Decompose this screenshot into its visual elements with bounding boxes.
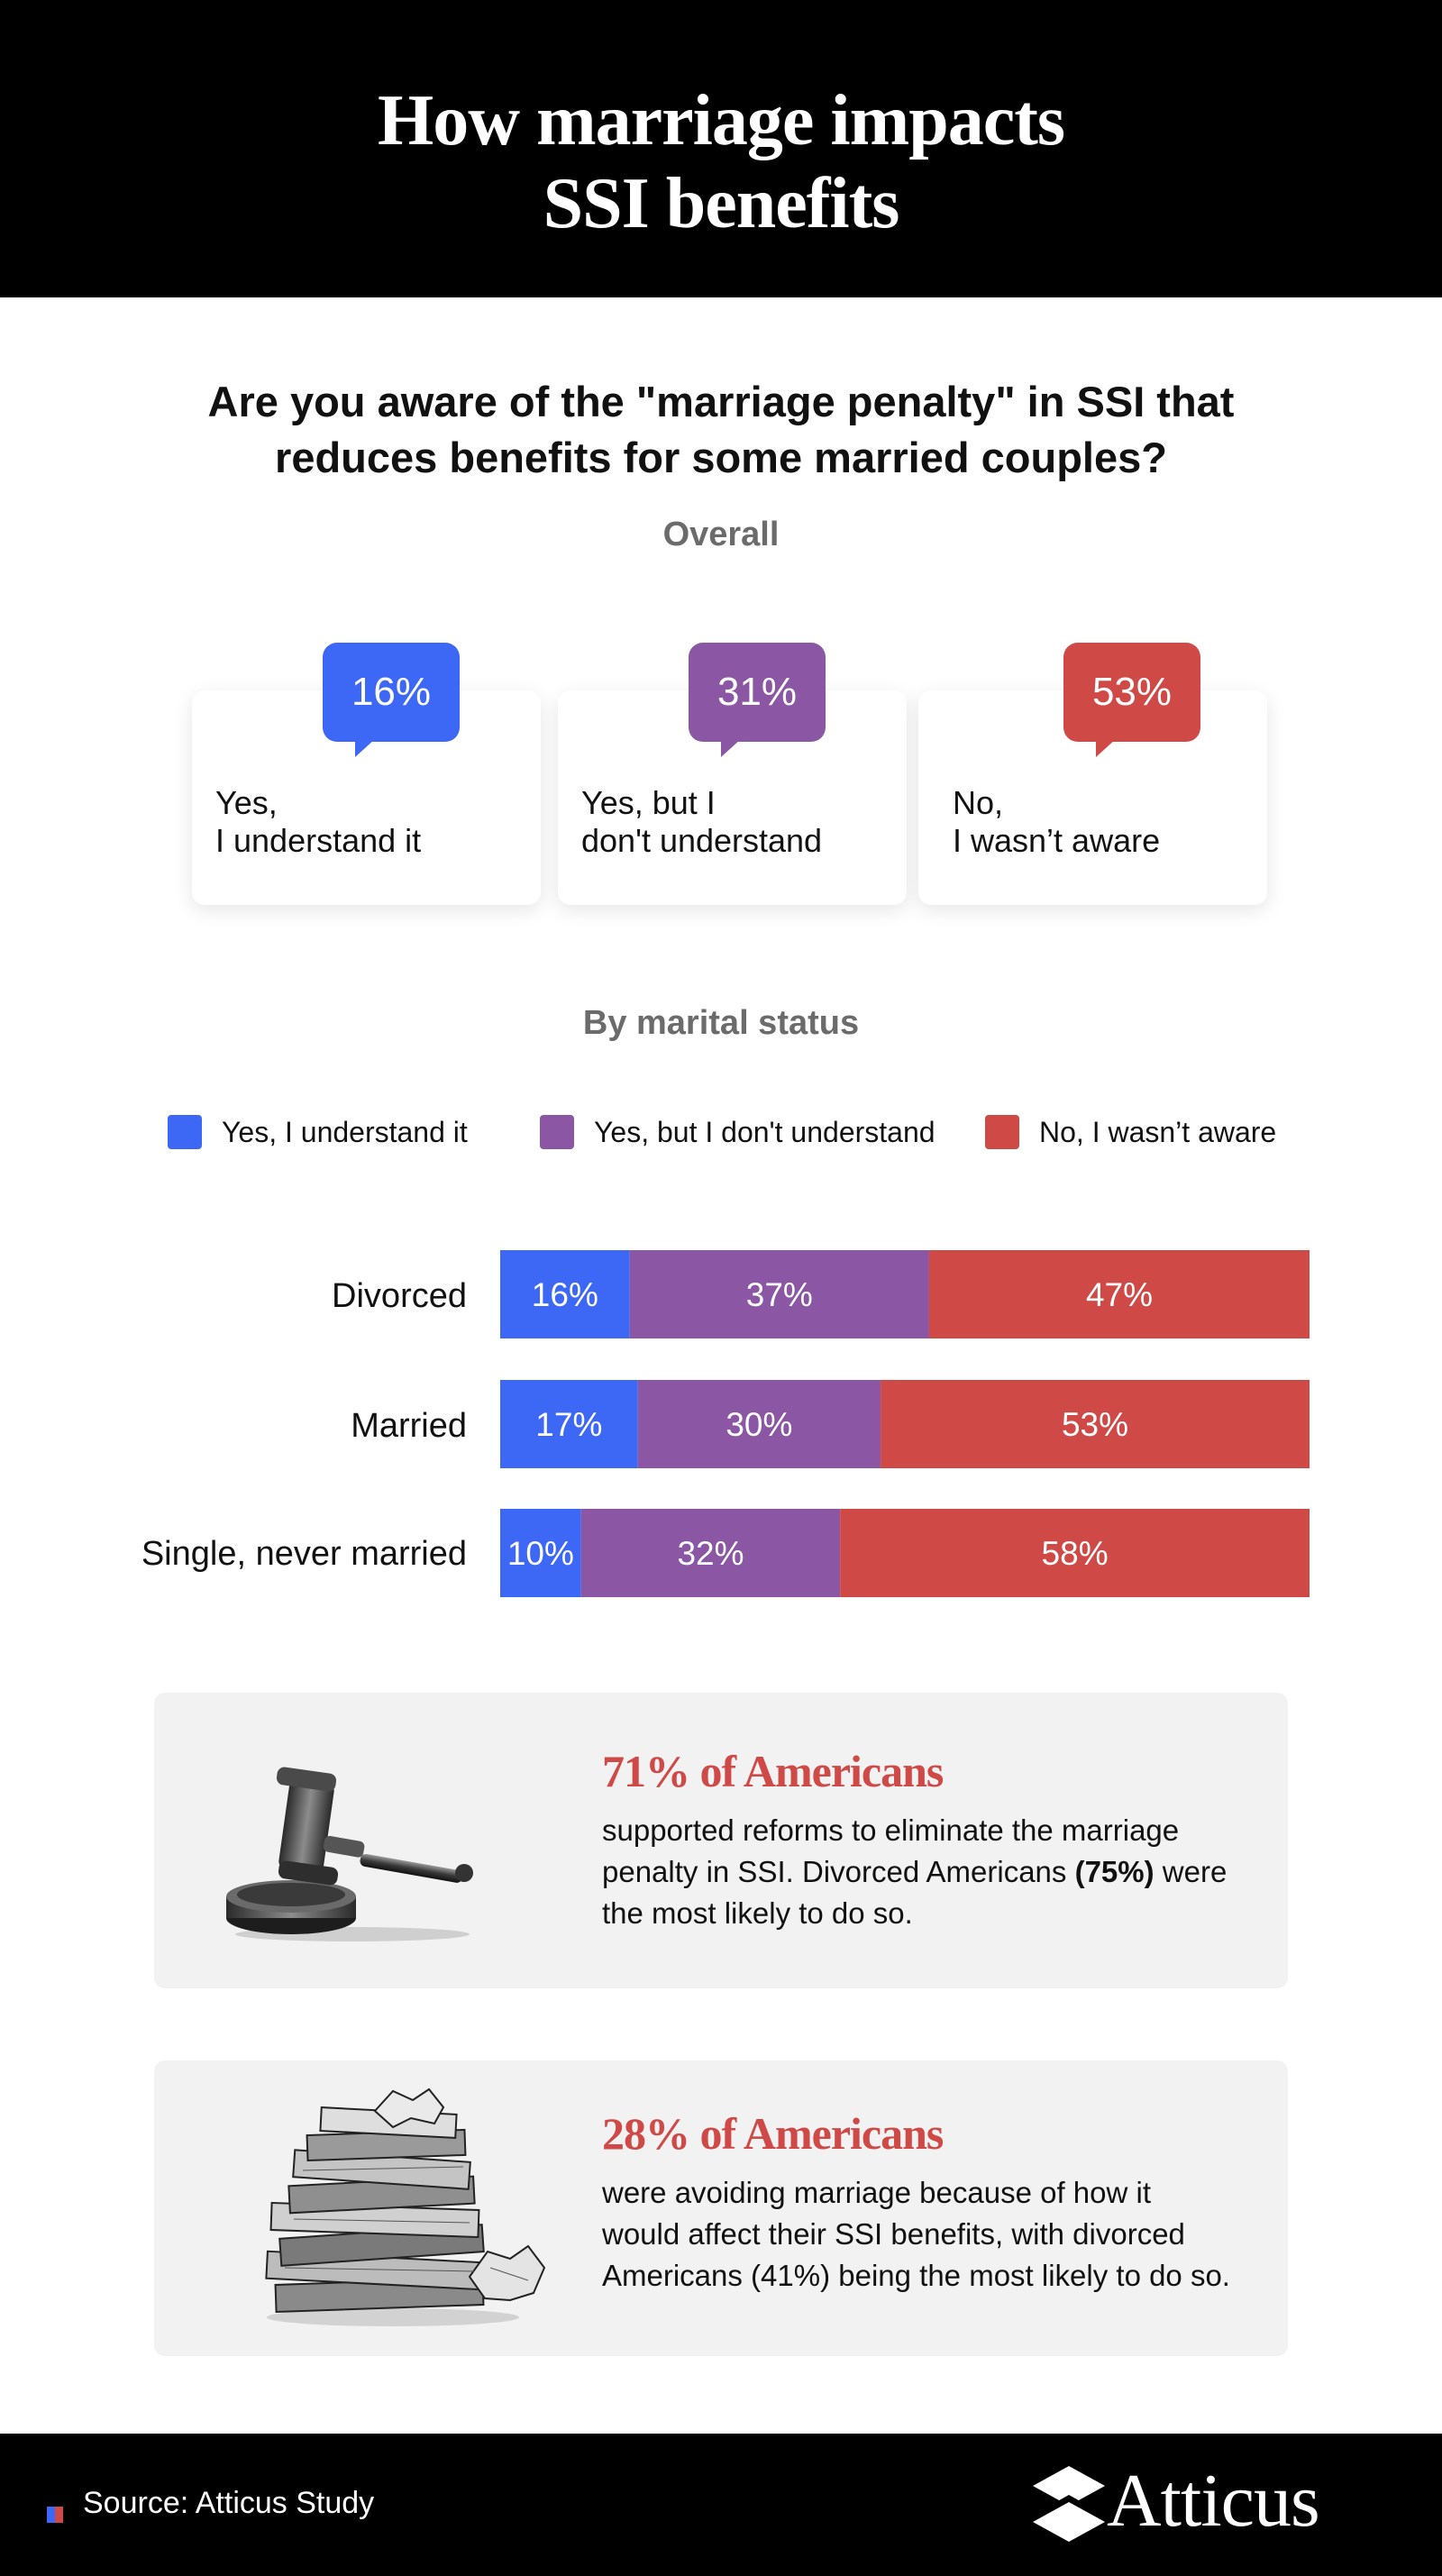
- page-title: How marriage impacts SSI benefits: [0, 79, 1442, 245]
- atticus-logo-text: Atticus: [1107, 2459, 1320, 2543]
- page-title-line-1: How marriage impacts: [377, 81, 1065, 160]
- bar-data-label: 17%: [535, 1406, 602, 1443]
- overall-card-text: Yes, I understand it: [215, 784, 531, 860]
- legend-item-yes-dont-understand: Yes, but I don't understand: [540, 1114, 935, 1150]
- overall-card-line1: Yes, but I: [581, 784, 716, 821]
- row-label-divorced: Divorced: [332, 1277, 467, 1315]
- overall-percent-bubble: 31%: [689, 643, 826, 742]
- row-label-married: Married: [351, 1407, 467, 1445]
- overall-card-yes-understand: Yes, I understand it: [192, 690, 541, 905]
- bar-data-label: 37%: [746, 1276, 813, 1313]
- legend-item-yes-understand: Yes, I understand it: [168, 1114, 468, 1150]
- bubble-tail: [355, 739, 375, 757]
- overall-card-text: Yes, but I don't understand: [581, 784, 897, 860]
- legend-item-not-aware: No, I wasn’t aware: [985, 1114, 1276, 1150]
- bar-segment-single-never-married-3: [840, 1509, 1310, 1597]
- bar-segment-single-never-married-2: [580, 1509, 841, 1597]
- header-banner: How marriage impacts SSI benefits: [0, 0, 1442, 297]
- marital-status-section-label: By marital status: [582, 1004, 860, 1042]
- fact-box-reform-support: 71% of Americans supported reforms to el…: [154, 1693, 1288, 1988]
- legend-label: Yes, but I don't understand: [594, 1115, 935, 1148]
- bar-segment-married-1: [500, 1380, 638, 1468]
- source-text: Source: Atticus Study: [83, 2486, 375, 2520]
- bar-data-label: 47%: [1086, 1276, 1153, 1313]
- overall-card-line2: I wasn’t aware: [953, 822, 1161, 859]
- legend-swatch: [985, 1115, 1019, 1149]
- bar-data-label: 10%: [507, 1535, 574, 1572]
- fact-body: were avoiding marriage because of how it…: [602, 2176, 1230, 2292]
- overall-card-line2: don't understand: [581, 822, 823, 859]
- overall-card-line1: No,: [953, 784, 1004, 821]
- bar-segment-married-3: [881, 1380, 1310, 1468]
- atticus-logo-icon: [1033, 2466, 1105, 2542]
- bar-segment-divorced-1: [500, 1250, 630, 1338]
- fact-body-text: supported reforms to eliminate the marri…: [602, 1813, 1180, 1888]
- overall-section-label: Overall: [662, 516, 780, 553]
- bar-data-label: 30%: [726, 1406, 792, 1443]
- bar-segment-single-never-married-1: [500, 1509, 581, 1597]
- bar-data-label: 58%: [1042, 1535, 1109, 1572]
- gavel-icon: [226, 1767, 473, 1941]
- paper-pile-icon: [265, 2087, 546, 2326]
- bar-data-label: 32%: [677, 1535, 744, 1572]
- bar-data-label: 16%: [532, 1276, 598, 1313]
- row-label-single: Single, never married: [141, 1535, 467, 1573]
- bar-segment-married-2: [637, 1380, 881, 1468]
- fact-body-text: were the most likely to do so.: [602, 1855, 1228, 1930]
- bar-segment-divorced-3: [928, 1250, 1310, 1338]
- overall-card-text: No, I wasn’t aware: [953, 784, 1268, 860]
- legend-label: No, I wasn’t aware: [1039, 1115, 1277, 1148]
- bar-data-label: 53%: [1062, 1406, 1128, 1443]
- fact-headline: 28% of Americans: [602, 2108, 944, 2159]
- stacked-bar-chart: 16% 37% 47% 17% 30% 53% 10% 32% 58%: [500, 1250, 1310, 1597]
- fact-body-emphasis: (75%): [1074, 1855, 1155, 1888]
- overall-card-line2: I understand it: [215, 822, 422, 859]
- legend-label: Yes, I understand it: [222, 1115, 468, 1148]
- overall-percent-bubble: 16%: [323, 643, 460, 742]
- footer: Source: Atticus Study Atticus: [0, 2434, 1442, 2576]
- legend-swatch: [168, 1115, 202, 1149]
- legend-swatch: [540, 1115, 574, 1149]
- source-note: Source: Atticus Study: [47, 2486, 375, 2523]
- fact-body: supported reforms to eliminate the marri…: [602, 1810, 1233, 1934]
- overall-percent-bubble: 53%: [1063, 643, 1200, 742]
- page-title-line-2: SSI benefits: [543, 164, 900, 243]
- bar-segment-divorced-2: [629, 1250, 929, 1338]
- fact-headline: 71% of Americans: [602, 1746, 944, 1796]
- survey-question: Are you aware of the "marriage penalty" …: [207, 378, 1235, 481]
- overall-card-line1: Yes,: [215, 784, 278, 821]
- bubble-tail: [721, 739, 741, 757]
- source-square-icon: [47, 2496, 63, 2523]
- fact-box-avoiding-marriage: 28% of Americans were avoiding marriage …: [154, 2060, 1288, 2356]
- bubble-tail: [1096, 739, 1116, 757]
